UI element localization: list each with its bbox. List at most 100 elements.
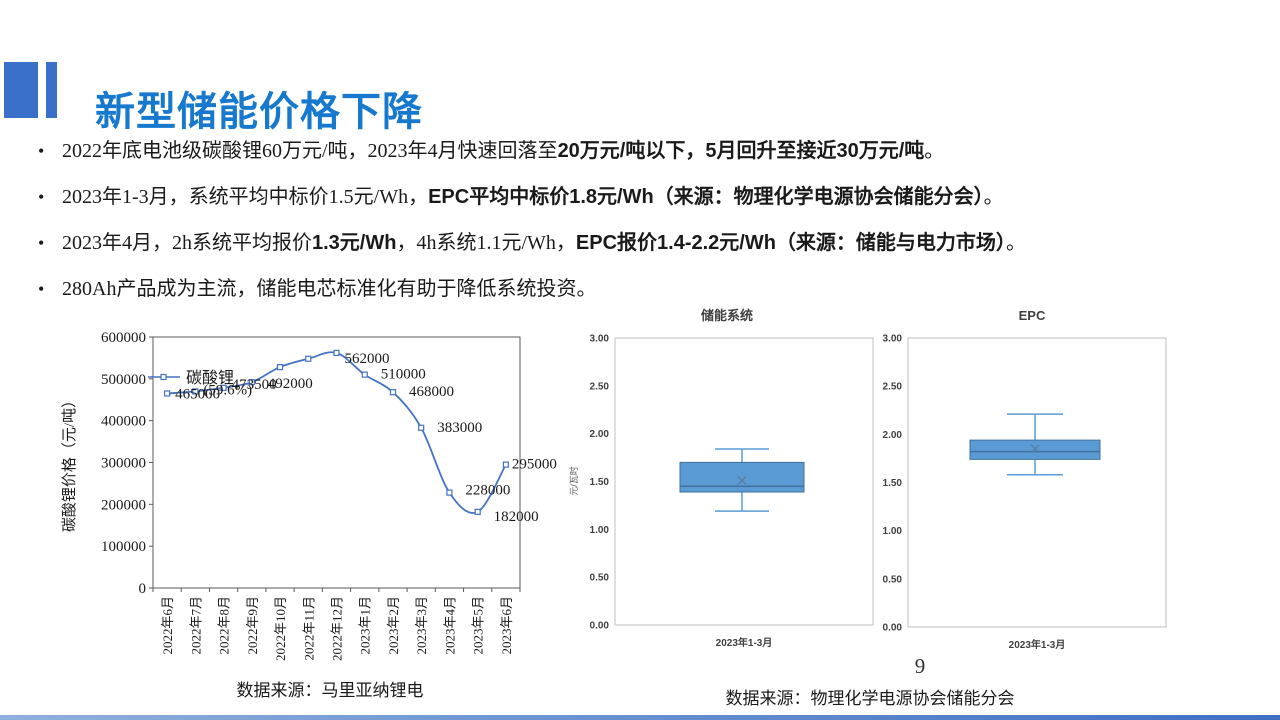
bullet-text: 2023年4月，2h系统平均报价 — [62, 232, 312, 254]
data-point-marker — [192, 388, 199, 395]
plot-border — [614, 337, 874, 626]
x-axis-category-label: 2022年11月 — [301, 596, 316, 661]
y-axis-tick-label: 0.00 — [590, 621, 610, 632]
iqr-box — [679, 461, 805, 493]
bullet-text-bold: 1.3元/Wh — [312, 232, 397, 254]
y-axis-tick-label: 0.50 — [883, 574, 903, 585]
x-axis-category-label: 2023年5月 — [471, 596, 486, 655]
data-point-label: 492000 — [268, 376, 313, 392]
source-note-left: 数据来源：马里亚纳锂电 — [236, 681, 424, 700]
x-axis-category-label: 2023年3月 — [414, 596, 429, 655]
data-point-label: 465000 — [175, 386, 220, 402]
lithium-price-line-chart: 0 100000 200000 300000 400000 500000 600000 202… — [61, 330, 557, 661]
y-axis-tick-label: 1.00 — [883, 526, 903, 537]
y-axis-tick-label: 500000 — [101, 372, 146, 388]
y-axis-tick-label: 1.50 — [883, 478, 903, 489]
source-note-right: 数据来源：物理化学电源协会储能分会 — [725, 689, 1015, 708]
bullet-text: ，4h系统1.1元/Wh， — [396, 232, 576, 254]
x-axis-category-label: 2023年1月 — [358, 596, 373, 655]
data-point-marker — [333, 349, 340, 356]
bullet-text: 。 — [924, 140, 945, 162]
mean-marker — [1030, 444, 1040, 454]
legend-label: 碳酸锂 — [186, 369, 234, 387]
data-point-marker — [389, 389, 397, 396]
y-axis-tick-label: 0 — [139, 581, 147, 597]
data-point-marker — [305, 355, 312, 362]
data-point-marker — [502, 461, 509, 468]
page-title: 新型储能价格下降 — [95, 89, 423, 134]
bullet-text: 。 — [983, 186, 1004, 208]
x-axis-category-label: 2022年10月 — [273, 596, 288, 661]
data-point-label: 562000 — [345, 351, 390, 367]
x-axis-category-label: 2022年12月 — [330, 596, 345, 661]
y-axis-title: 元/瓦时 — [568, 466, 579, 496]
y-axis-tick-label: 2.50 — [590, 381, 610, 392]
data-point-label: 468000 — [409, 384, 454, 400]
epc-box-chart: EPC 0.00 0.50 1.00 1.50 2.00 2.50 3.00 2023年1-3月 — [883, 308, 1167, 651]
page-number: 9 — [914, 654, 926, 678]
data-point-marker — [474, 508, 481, 515]
bullet-text: 2023年1-3月，系统平均中标价1.5元/Wh， — [62, 186, 429, 208]
y-axis-tick-label: 600000 — [101, 330, 146, 346]
bullet-text: 。 — [1005, 232, 1026, 254]
x-axis-category-label: 2022年6月 — [160, 596, 175, 655]
accent-square — [4, 62, 38, 118]
y-axis-tick-label: 1.00 — [590, 525, 610, 536]
x-axis-category-label: 2023年1-3月 — [1009, 638, 1066, 651]
mean-marker — [737, 476, 747, 485]
y-axis-title: 碳酸锂价格（元/吨） — [61, 393, 78, 532]
x-axis-category-label: 2023年6月 — [499, 596, 514, 655]
data-point-label: (59.6%) — [203, 382, 252, 398]
data-point-label: 383000 — [437, 420, 482, 436]
x-axis-category-label: 2022年9月 — [245, 596, 260, 655]
x-axis-category-label: 2023年2月 — [386, 596, 401, 655]
y-axis-tick-label: 1.50 — [590, 477, 610, 488]
bullet-item-3: 2023年4月，2h系统平均报价1.3元/Wh，4h系统1.1元/Wh，EPC报… — [30, 220, 1260, 266]
bullet-list: 2022年底电池级碳酸锂60万元/吨，2023年4月快速回落至20万元/吨以下，… — [30, 128, 1260, 312]
y-axis-tick-label: 100000 — [101, 539, 146, 555]
iqr-box — [969, 439, 1101, 460]
plot-border — [907, 337, 1167, 628]
bullet-item-4: 280Ah产品成为主流，储能电芯标准化有助于降低系统投资。 — [30, 266, 1260, 312]
data-point-label: 473500 — [232, 377, 277, 393]
data-point-marker — [164, 390, 171, 397]
chart-title: EPC — [1019, 308, 1046, 323]
bullet-text-bold: 20万元/吨以下，5月回升至接近30万元/吨 — [557, 140, 925, 162]
storage-system-box-chart: 储能系统 0.00 0.50 1.00 1.50 2.00 2.50 3.00 元/瓦时 2023… — [568, 308, 874, 649]
y-axis-tick-label: 0.50 — [590, 573, 610, 584]
accent-bar — [46, 62, 57, 118]
y-axis-tick-label: 2.50 — [883, 382, 903, 393]
data-point-label: 510000 — [381, 367, 426, 383]
y-axis-tick-label: 2.00 — [883, 430, 903, 441]
data-point-marker — [248, 379, 255, 386]
data-point-marker — [361, 371, 368, 378]
bottom-accent-strip — [0, 715, 1280, 720]
chart-title: 储能系统 — [700, 308, 753, 323]
bullet-item-1: 2022年底电池级碳酸锂60万元/吨，2023年4月快速回落至20万元/吨以下，… — [30, 128, 1260, 174]
data-point-label: 182000 — [494, 509, 539, 525]
data-point-marker — [276, 364, 284, 371]
data-point-marker — [220, 384, 227, 391]
data-point-label: 228000 — [465, 483, 510, 499]
data-point-label: 295000 — [512, 457, 557, 473]
bullet-text-bold: EPC报价1.4-2.2元/Wh（来源：储能与电力市场） — [575, 232, 1006, 254]
y-axis-tick-label: 400000 — [101, 414, 146, 430]
bullet-text: 280Ah产品成为主流，储能电芯标准化有助于降低系统投资。 — [62, 278, 597, 300]
y-axis-tick-label: 3.00 — [883, 334, 903, 345]
y-axis-tick-label: 200000 — [101, 497, 146, 513]
legend-square-marker — [160, 373, 167, 381]
bullet-text: 2022年底电池级碳酸锂60万元/吨，2023年4月快速回落至 — [62, 140, 558, 162]
data-point-marker — [418, 424, 425, 431]
y-axis-tick-label: 2.00 — [590, 429, 610, 440]
x-axis-category-label: 2023年4月 — [442, 596, 457, 655]
y-axis-tick-label: 3.00 — [590, 334, 610, 345]
bullet-text-bold: EPC平均中标价1.8元/Wh（来源：物理化学电源协会储能分会） — [428, 186, 984, 208]
x-axis-category-label: 2022年7月 — [188, 596, 203, 655]
y-axis-tick-label: 300000 — [101, 456, 146, 472]
data-point-marker — [446, 489, 453, 496]
x-axis-category-label: 2023年1-3月 — [716, 636, 773, 649]
y-axis-tick-label: 0.00 — [883, 623, 903, 634]
bullet-item-2: 2023年1-3月，系统平均中标价1.5元/Wh，EPC平均中标价1.8元/Wh… — [30, 174, 1260, 220]
x-axis-category-label: 2022年8月 — [217, 596, 232, 655]
